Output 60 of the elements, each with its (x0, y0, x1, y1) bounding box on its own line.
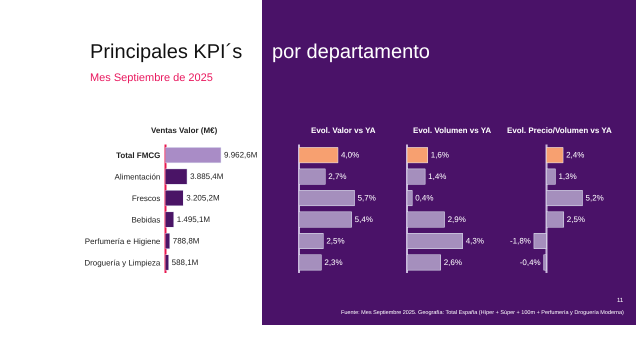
data-label: 9.962,6M (224, 150, 258, 160)
data-label: 588,1M (172, 258, 199, 267)
chart-subtitle: Mes Septiembre de 2025 (90, 72, 213, 84)
bar (165, 147, 222, 164)
data-label: 2,5% (566, 215, 586, 224)
data-label: 5,4% (354, 215, 373, 224)
y-tick-label: Bebidas (131, 215, 160, 224)
bar (534, 233, 547, 249)
data-label: 2,7% (328, 172, 347, 182)
data-label: 4,0% (340, 150, 360, 160)
bar (165, 190, 184, 206)
bar (543, 254, 547, 270)
data-label: 1,4% (428, 172, 446, 182)
chart-title: Principales KPI´s por departamento (90, 41, 430, 63)
bar (298, 168, 326, 185)
data-label: 2,5% (326, 236, 345, 246)
data-label: 1.495,1M (176, 215, 210, 224)
data-label: 3.885,4M (190, 172, 224, 182)
bar (407, 147, 428, 164)
bar (546, 190, 583, 206)
y-tick-label: Droguería y Limpieza (84, 258, 161, 268)
bar (407, 233, 463, 249)
bar (407, 254, 441, 270)
bar (165, 168, 188, 185)
bar (546, 212, 564, 228)
data-label: 1,3% (558, 172, 577, 182)
data-label: 4,3% (466, 236, 484, 246)
bar (546, 147, 564, 164)
data-label: -0,4% (520, 258, 541, 267)
y-tick-label: Total FMCG (116, 150, 160, 160)
data-label: 3.205,2M (186, 194, 220, 203)
data-label: 788,8M (172, 236, 200, 246)
data-label: -1,8% (510, 236, 531, 246)
data-label: 0,4% (415, 194, 434, 203)
bar (407, 212, 445, 228)
bar (165, 254, 169, 270)
x-axis-title: Evol. Volumen vs YA (413, 126, 492, 135)
data-label: 2,3% (324, 258, 343, 267)
bar (298, 212, 352, 228)
bar (165, 212, 174, 228)
y-tick-label: Alimentación (114, 172, 160, 182)
bar (165, 233, 170, 249)
x-axis-title: Ventas Valor (M€) (151, 126, 218, 135)
data-label: 2,6% (444, 258, 462, 267)
y-tick-label: Perfumería e Higiene (84, 236, 161, 246)
bar (298, 190, 355, 206)
x-axis-title: Evol. Precio/Volumen vs YA (507, 126, 612, 135)
data-label: 5,7% (358, 194, 376, 203)
bar (298, 233, 324, 249)
data-label: 1,6% (430, 150, 449, 160)
bar (298, 147, 338, 164)
data-label: 2,9% (448, 215, 466, 224)
bar (407, 168, 426, 185)
bar (546, 168, 556, 185)
bar (407, 190, 412, 206)
y-tick-label: Frescos (132, 194, 160, 203)
x-axis-title: Evol. Valor vs YA (311, 126, 376, 135)
bar (298, 254, 322, 270)
data-label: 5,2% (586, 194, 604, 203)
data-label: 2,4% (566, 150, 584, 160)
